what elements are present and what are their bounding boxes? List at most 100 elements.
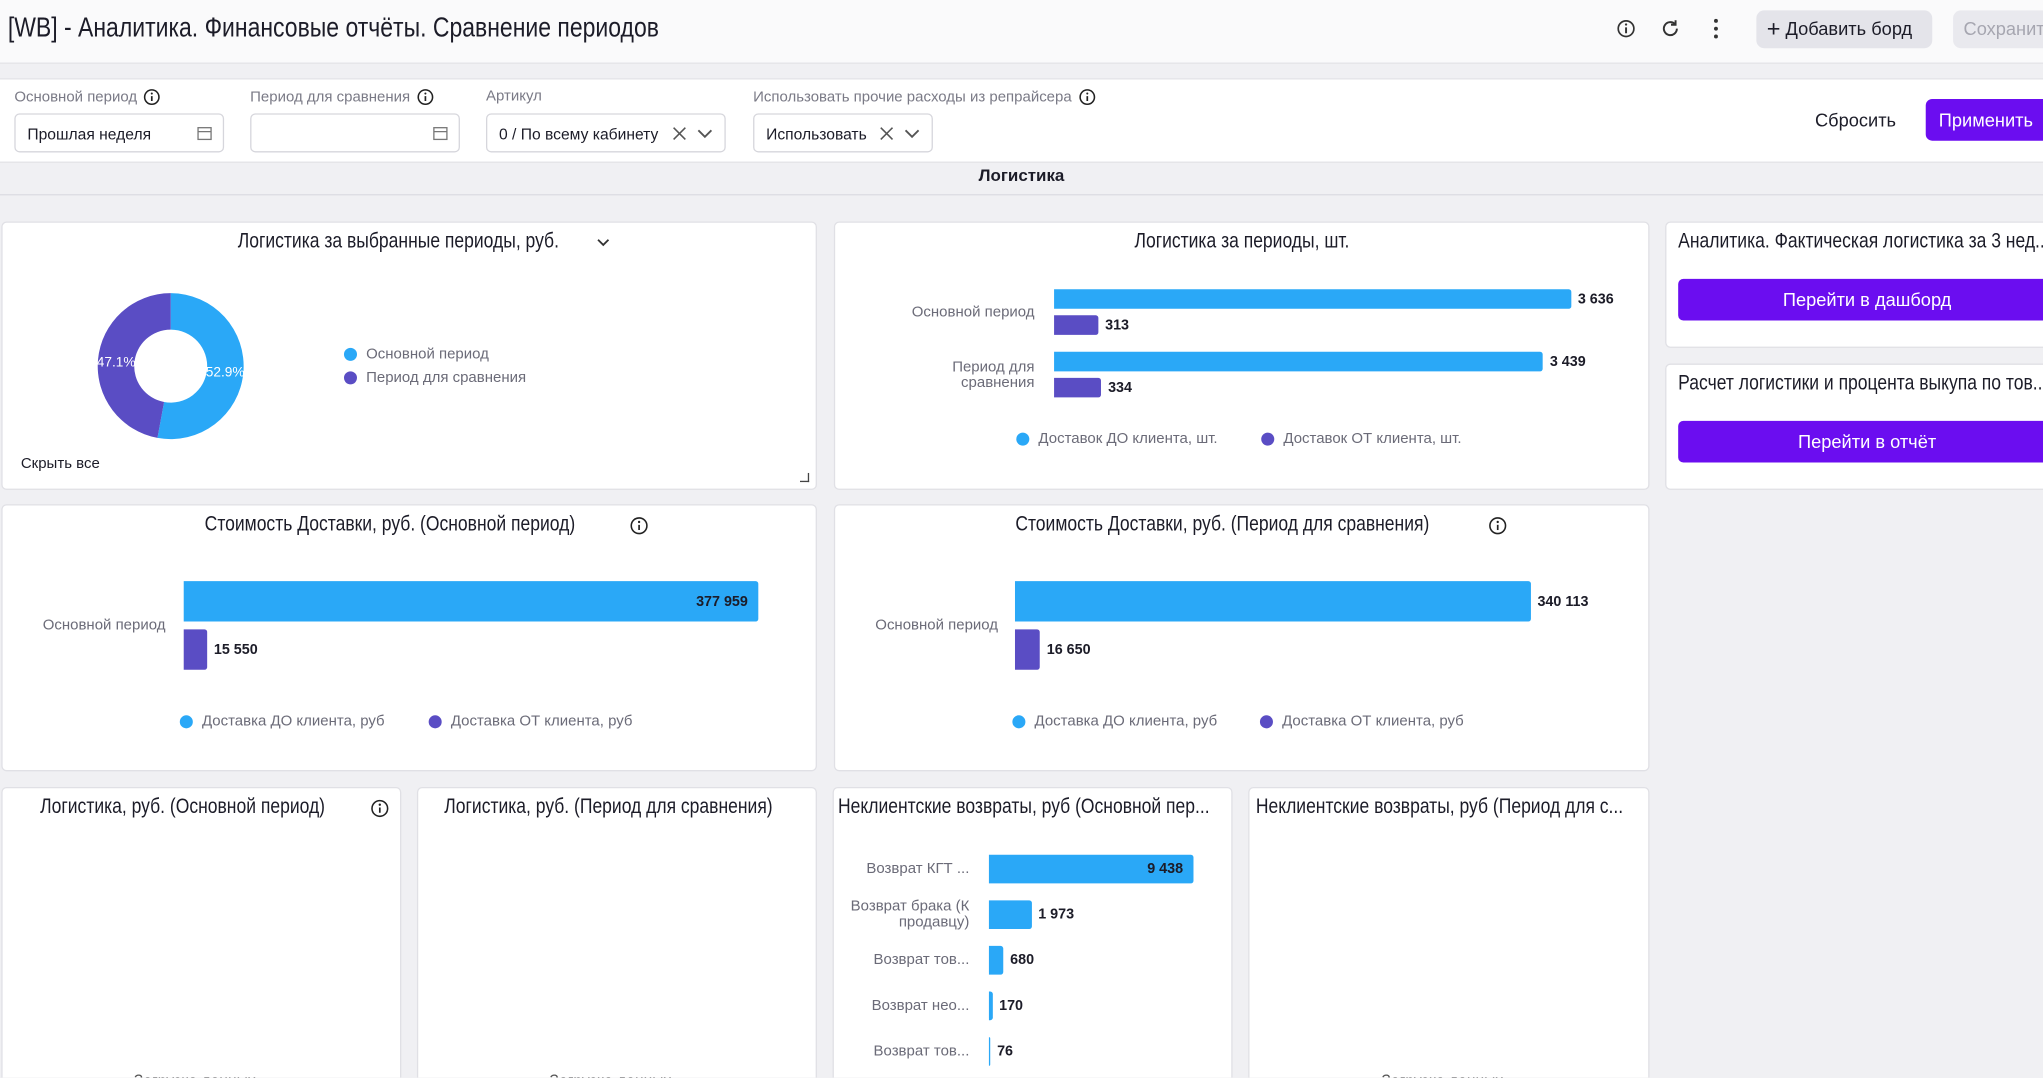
- select-input[interactable]: Использовать: [753, 113, 933, 153]
- value-label: 340 113: [1537, 593, 1589, 610]
- value-label: 9 438: [1147, 861, 1184, 877]
- widget-title-text: Неклиентские возвраты, руб (Период для с…: [1256, 796, 1624, 819]
- donut-slice: [157, 293, 244, 440]
- widget-title: Стоимость Доставки, руб. (Основной перио…: [3, 513, 816, 536]
- legend-item[interactable]: Доставка ОТ клиента, руб: [428, 714, 633, 730]
- icon-shape: [1496, 520, 1499, 523]
- link-button[interactable]: Перейти в отчёт: [1678, 420, 2043, 463]
- slice-label: 47.1%: [97, 354, 136, 369]
- reset-button[interactable]: Сбросить: [1814, 109, 1897, 131]
- legend-label: Доставка ДО клиента, руб: [201, 714, 385, 730]
- select-controls: [673, 127, 713, 140]
- legend-dot: [1016, 432, 1030, 446]
- input-value: Использовать: [766, 125, 867, 144]
- section-title: Логистика: [978, 165, 1065, 186]
- legend-dot: [1012, 715, 1026, 729]
- date-input[interactable]: [250, 113, 460, 153]
- filter-label-text: Период для сравнения: [250, 89, 411, 105]
- legend-dot: [1259, 715, 1273, 729]
- widget-panel: Расчет логистики и процента выкупа по то…: [1665, 363, 2043, 490]
- input-value: 0 / По всему кабинету: [499, 125, 659, 144]
- widget-panel: Стоимость Доставки, руб. (Основной перио…: [1, 504, 817, 772]
- save-button[interactable]: Сохранить: [1953, 10, 2043, 49]
- widget-panel: Логистика, руб. (Основной период) Загрузк…: [1, 786, 402, 1078]
- widget-title: Логистика за выбранные периоды, руб.: [3, 231, 816, 254]
- loading-status: Загрузка данных...: [418, 1071, 815, 1078]
- loading-status: Загрузка данных...: [3, 1071, 400, 1078]
- date-input[interactable]: Прошлая неделя: [14, 113, 225, 153]
- icon-shape: [630, 516, 648, 534]
- value-label: 3 636: [1577, 291, 1614, 307]
- legend-item[interactable]: Доставка ДО клиента, руб: [1012, 714, 1217, 730]
- widget-title: Расчет логистики и процента выкупа по то…: [1678, 373, 2043, 396]
- widget-panel: Логистика за периоды, шт. Основной период…: [833, 221, 1650, 490]
- add-board-button[interactable]: + Добавить борд: [1756, 10, 1933, 49]
- icon-shape: [597, 239, 609, 247]
- widget-title: Аналитика. Фактическая логистика за 3 не…: [1678, 231, 2043, 254]
- value-label: 76: [997, 1043, 1014, 1060]
- link-button[interactable]: Перейти в дашборд: [1678, 278, 2043, 321]
- info-icon[interactable]: [417, 89, 434, 106]
- legend-dot: [343, 347, 358, 361]
- hide-all-button[interactable]: Скрыть все: [20, 456, 100, 472]
- widget-title-text: Логистика за периоды, шт.: [1134, 230, 1350, 253]
- widget-title-text: Стоимость Доставки, руб. (Основной перио…: [204, 513, 576, 536]
- info-icon[interactable]: [1078, 89, 1095, 106]
- bar: [988, 900, 1032, 929]
- category-label: Основной период: [911, 304, 1035, 320]
- header: [WB] - Аналитика. Финансовые отчёты. Сра…: [0, 0, 2043, 64]
- icon-shape: [1488, 516, 1506, 534]
- legend-item[interactable]: Доставка ОТ клиента, руб: [1259, 714, 1464, 730]
- category-label: Основной период: [42, 617, 166, 634]
- donut-chart: 52.9% 47.1%: [97, 293, 245, 440]
- info-icon[interactable]: [629, 515, 649, 535]
- apply-button[interactable]: Применить: [1925, 99, 2043, 141]
- more-icon[interactable]: [1706, 17, 1727, 40]
- value-label: 3 439: [1549, 353, 1586, 370]
- bar: [988, 854, 1194, 884]
- info-icon[interactable]: [1487, 515, 1507, 535]
- widget-title: Неклиентские возвраты, руб (Основной пер…: [834, 796, 1231, 819]
- value-label: 680: [1010, 952, 1035, 969]
- widget-title-text: Неклиентские возвраты, руб (Основной пер…: [837, 796, 1210, 819]
- value-label: 377 959: [696, 593, 748, 610]
- legend-item[interactable]: Доставка ДО клиента, руб: [179, 714, 385, 730]
- info-icon[interactable]: [370, 798, 390, 818]
- donut-slice: [97, 293, 171, 438]
- input-value: Прошлая неделя: [27, 125, 152, 144]
- widget-panel: Неклиентские возвраты, руб (Период для с…: [1248, 786, 1650, 1078]
- bar: [183, 629, 208, 670]
- bar: [988, 991, 993, 1021]
- widget-title: Логистика, руб. (Основной период): [3, 796, 400, 819]
- plus-icon: +: [1766, 15, 1781, 42]
- slice-label: 52.9%: [206, 364, 245, 379]
- legend-item[interactable]: Основной период: [343, 347, 489, 362]
- filter-label: Период для сравнения: [250, 89, 434, 106]
- bar: [1054, 315, 1099, 335]
- legend-label: Доставка ОТ клиента, руб: [450, 714, 633, 730]
- board-title: [WB] - Аналитика. Финансовые отчёты. Сра…: [7, 13, 659, 43]
- widget-panel: Неклиентские возвраты, руб (Основной пер…: [832, 786, 1233, 1078]
- legend-label: Период для сравнения: [366, 370, 527, 386]
- dropdown-icon[interactable]: [595, 236, 611, 249]
- legend-label: Доставок ОТ клиента, шт.: [1283, 431, 1462, 447]
- info-icon[interactable]: [144, 89, 161, 106]
- widget-title-text: Логистика, руб. (Период для сравнения): [443, 796, 772, 819]
- filter-label-text: Артикул: [485, 88, 542, 105]
- bar: [1014, 629, 1041, 670]
- info-icon[interactable]: [1616, 18, 1637, 39]
- select-input[interactable]: 0 / По всему кабинету: [485, 113, 726, 153]
- filter-label-text: Основной период: [14, 89, 138, 105]
- legend-item[interactable]: Доставок ДО клиента, шт.: [1016, 431, 1218, 447]
- legend-item[interactable]: Доставок ОТ клиента, шт.: [1261, 431, 1462, 447]
- refresh-icon[interactable]: [1660, 18, 1681, 39]
- icon-shape: [378, 802, 382, 806]
- widget-panel: Стоимость Доставки, руб. (Период для сра…: [833, 504, 1650, 772]
- icon-shape: [371, 799, 389, 817]
- bar: [988, 945, 1004, 975]
- value-label: 1 973: [1038, 906, 1075, 923]
- bar: [988, 1037, 991, 1066]
- legend-item[interactable]: Период для сравнения: [343, 370, 527, 386]
